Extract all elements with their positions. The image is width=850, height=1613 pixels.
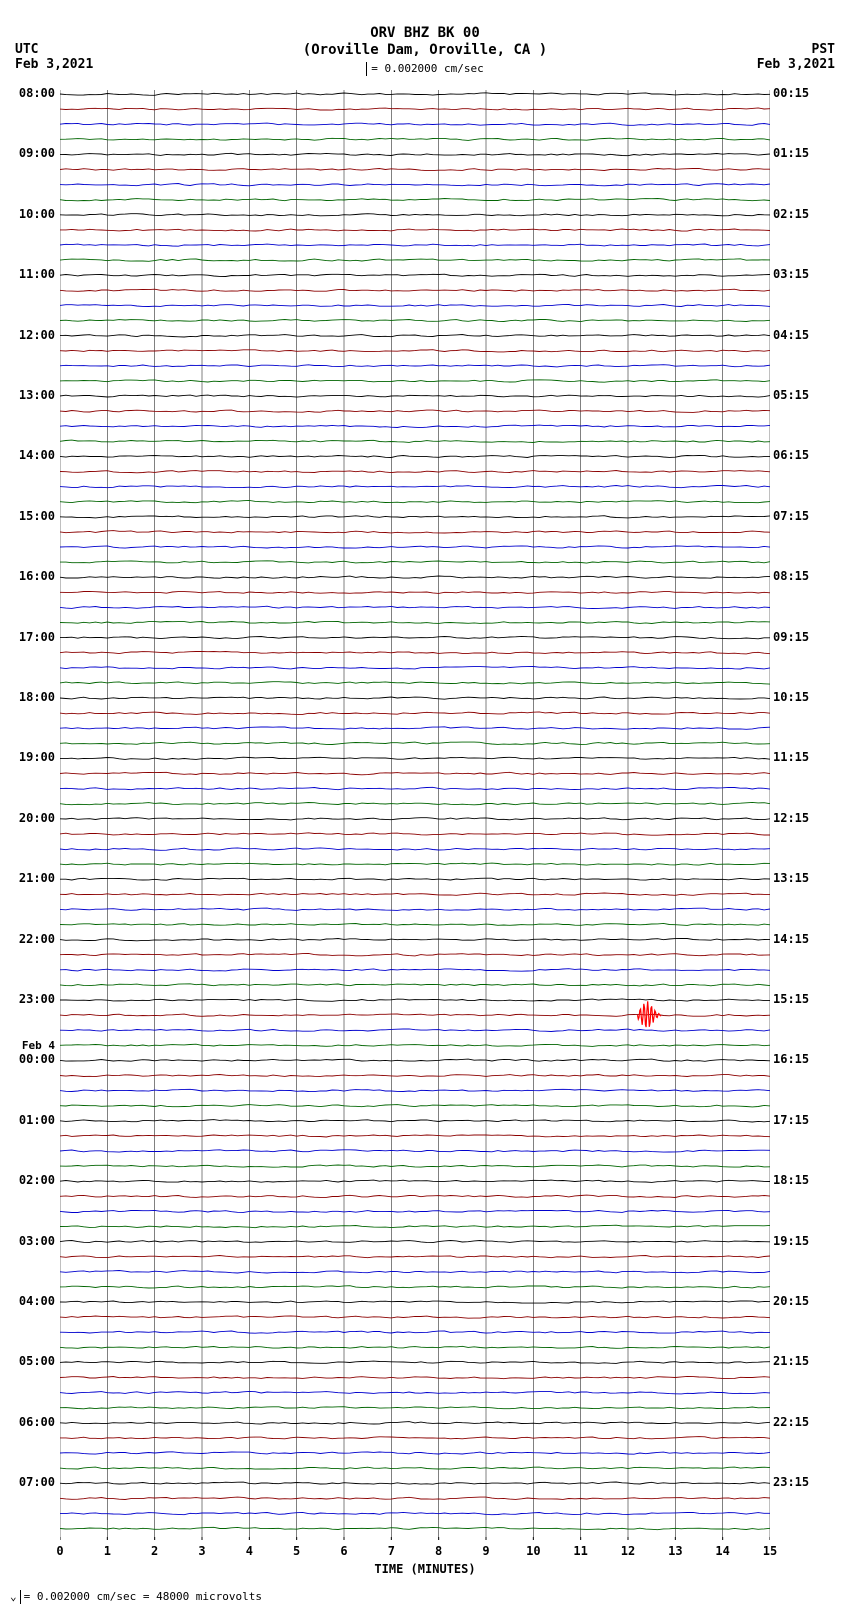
minute-tick: 1 [92, 1544, 122, 1558]
scale-indicator-top: = 0.002000 cm/sec [0, 62, 850, 76]
utc-label: 01:00 [5, 1113, 55, 1127]
utc-label: 18:00 [5, 690, 55, 704]
utc-label: 10:00 [5, 207, 55, 221]
seismogram-container: ORV BHZ BK 00 (Oroville Dam, Oroville, C… [0, 0, 850, 1613]
pst-label: 23:15 [773, 1475, 833, 1489]
pst-label: 09:15 [773, 630, 833, 644]
pst-label: 02:15 [773, 207, 833, 221]
pst-label: 12:15 [773, 811, 833, 825]
utc-label: 07:00 [5, 1475, 55, 1489]
utc-label: 16:00 [5, 569, 55, 583]
minute-tick: 15 [755, 1544, 785, 1558]
pst-label: 16:15 [773, 1052, 833, 1066]
pst-label: 00:15 [773, 86, 833, 100]
pst-label: 11:15 [773, 750, 833, 764]
utc-label: 00:00 [5, 1052, 55, 1066]
pst-label: 04:15 [773, 328, 833, 342]
minute-tick: 9 [471, 1544, 501, 1558]
minute-tick: 5 [282, 1544, 312, 1558]
utc-label: 21:00 [5, 871, 55, 885]
pst-label: 08:15 [773, 569, 833, 583]
utc-label: 13:00 [5, 388, 55, 402]
minute-tick: 12 [613, 1544, 643, 1558]
pst-label: 15:15 [773, 992, 833, 1006]
daybreak-label: Feb 4 [5, 1039, 55, 1052]
minute-tick: 7 [376, 1544, 406, 1558]
utc-label: 08:00 [5, 86, 55, 100]
utc-label: 11:00 [5, 267, 55, 281]
date-left-label: Feb 3,2021 [15, 57, 93, 72]
minute-tick: 13 [660, 1544, 690, 1558]
utc-label: 19:00 [5, 750, 55, 764]
minute-tick: 11 [566, 1544, 596, 1558]
utc-label: 15:00 [5, 509, 55, 523]
utc-label: 23:00 [5, 992, 55, 1006]
date-right-label: Feb 3,2021 [757, 57, 835, 72]
utc-label: 06:00 [5, 1415, 55, 1429]
seismogram-plot [60, 90, 770, 1540]
pst-label: 20:15 [773, 1294, 833, 1308]
x-axis-title: TIME (MINUTES) [0, 1562, 850, 1576]
pst-label: 03:15 [773, 267, 833, 281]
minute-tick: 10 [518, 1544, 548, 1558]
pst-label: 01:15 [773, 146, 833, 160]
utc-label: 03:00 [5, 1234, 55, 1248]
pst-label: 10:15 [773, 690, 833, 704]
tz-left-label: UTC [15, 42, 38, 57]
utc-label: 12:00 [5, 328, 55, 342]
pst-label: 21:15 [773, 1354, 833, 1368]
pst-label: 06:15 [773, 448, 833, 462]
minute-tick: 2 [140, 1544, 170, 1558]
pst-label: 22:15 [773, 1415, 833, 1429]
pst-label: 17:15 [773, 1113, 833, 1127]
station-location: (Oroville Dam, Oroville, CA ) [0, 42, 850, 58]
utc-label: 02:00 [5, 1173, 55, 1187]
utc-label: 05:00 [5, 1354, 55, 1368]
minute-tick: 4 [234, 1544, 264, 1558]
minute-tick: 3 [187, 1544, 217, 1558]
scale-footer: ⌄= 0.002000 cm/sec = 48000 microvolts [10, 1590, 262, 1604]
pst-label: 14:15 [773, 932, 833, 946]
utc-label: 17:00 [5, 630, 55, 644]
pst-label: 18:15 [773, 1173, 833, 1187]
minute-tick: 6 [329, 1544, 359, 1558]
utc-label: 04:00 [5, 1294, 55, 1308]
utc-label: 20:00 [5, 811, 55, 825]
pst-label: 07:15 [773, 509, 833, 523]
minute-tick: 14 [708, 1544, 738, 1558]
utc-label: 22:00 [5, 932, 55, 946]
tz-right-label: PST [812, 42, 835, 57]
utc-label: 14:00 [5, 448, 55, 462]
minute-tick: 8 [424, 1544, 454, 1558]
pst-label: 13:15 [773, 871, 833, 885]
pst-label: 19:15 [773, 1234, 833, 1248]
utc-label: 09:00 [5, 146, 55, 160]
minute-tick: 0 [45, 1544, 75, 1558]
pst-label: 05:15 [773, 388, 833, 402]
station-title: ORV BHZ BK 00 [0, 25, 850, 41]
